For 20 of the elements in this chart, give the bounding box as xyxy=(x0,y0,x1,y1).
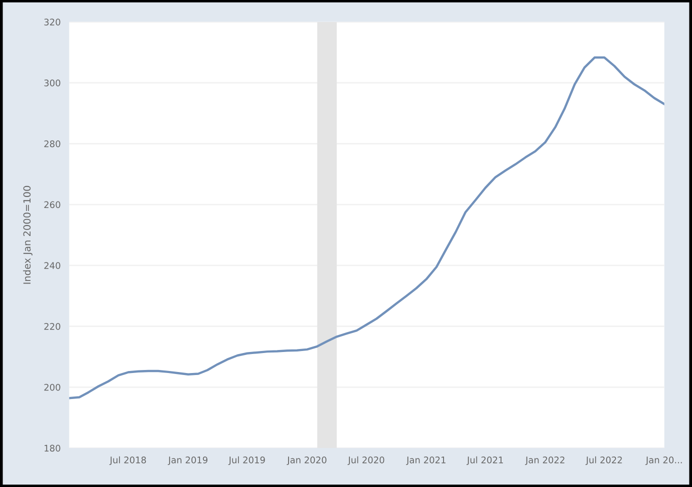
x-tick-label: Jul 2019 xyxy=(228,456,265,466)
y-axis-title: Index Jan 2000=100 xyxy=(23,186,32,284)
x-tick-label: Jan 2022 xyxy=(525,456,564,466)
y-tick-label: 260 xyxy=(44,201,60,208)
x-tick-label: Jan 2019 xyxy=(168,456,208,466)
x-tick-label: Jul 2018 xyxy=(109,456,146,466)
y-tick-label: 280 xyxy=(44,140,60,148)
line-series xyxy=(69,56,664,400)
y-tick-label: 320 xyxy=(44,18,60,26)
y-tick-label: 240 xyxy=(44,262,60,269)
y-tick-label: 300 xyxy=(44,80,60,86)
x-tick-label: Jul 2022 xyxy=(586,456,622,466)
x-tick-label: Jan 2021 xyxy=(406,456,446,466)
y-tick-label: 180 xyxy=(44,444,60,452)
y-tick-label: 220 xyxy=(44,323,60,330)
x-tick-label: Jan 20... xyxy=(645,456,682,466)
y-tick-label: 200 xyxy=(44,384,60,391)
x-tick-label: Jul 2021 xyxy=(466,456,503,466)
x-tick-label: Jul 2020 xyxy=(348,456,384,466)
x-tick-label: Jan 2020 xyxy=(286,456,326,466)
